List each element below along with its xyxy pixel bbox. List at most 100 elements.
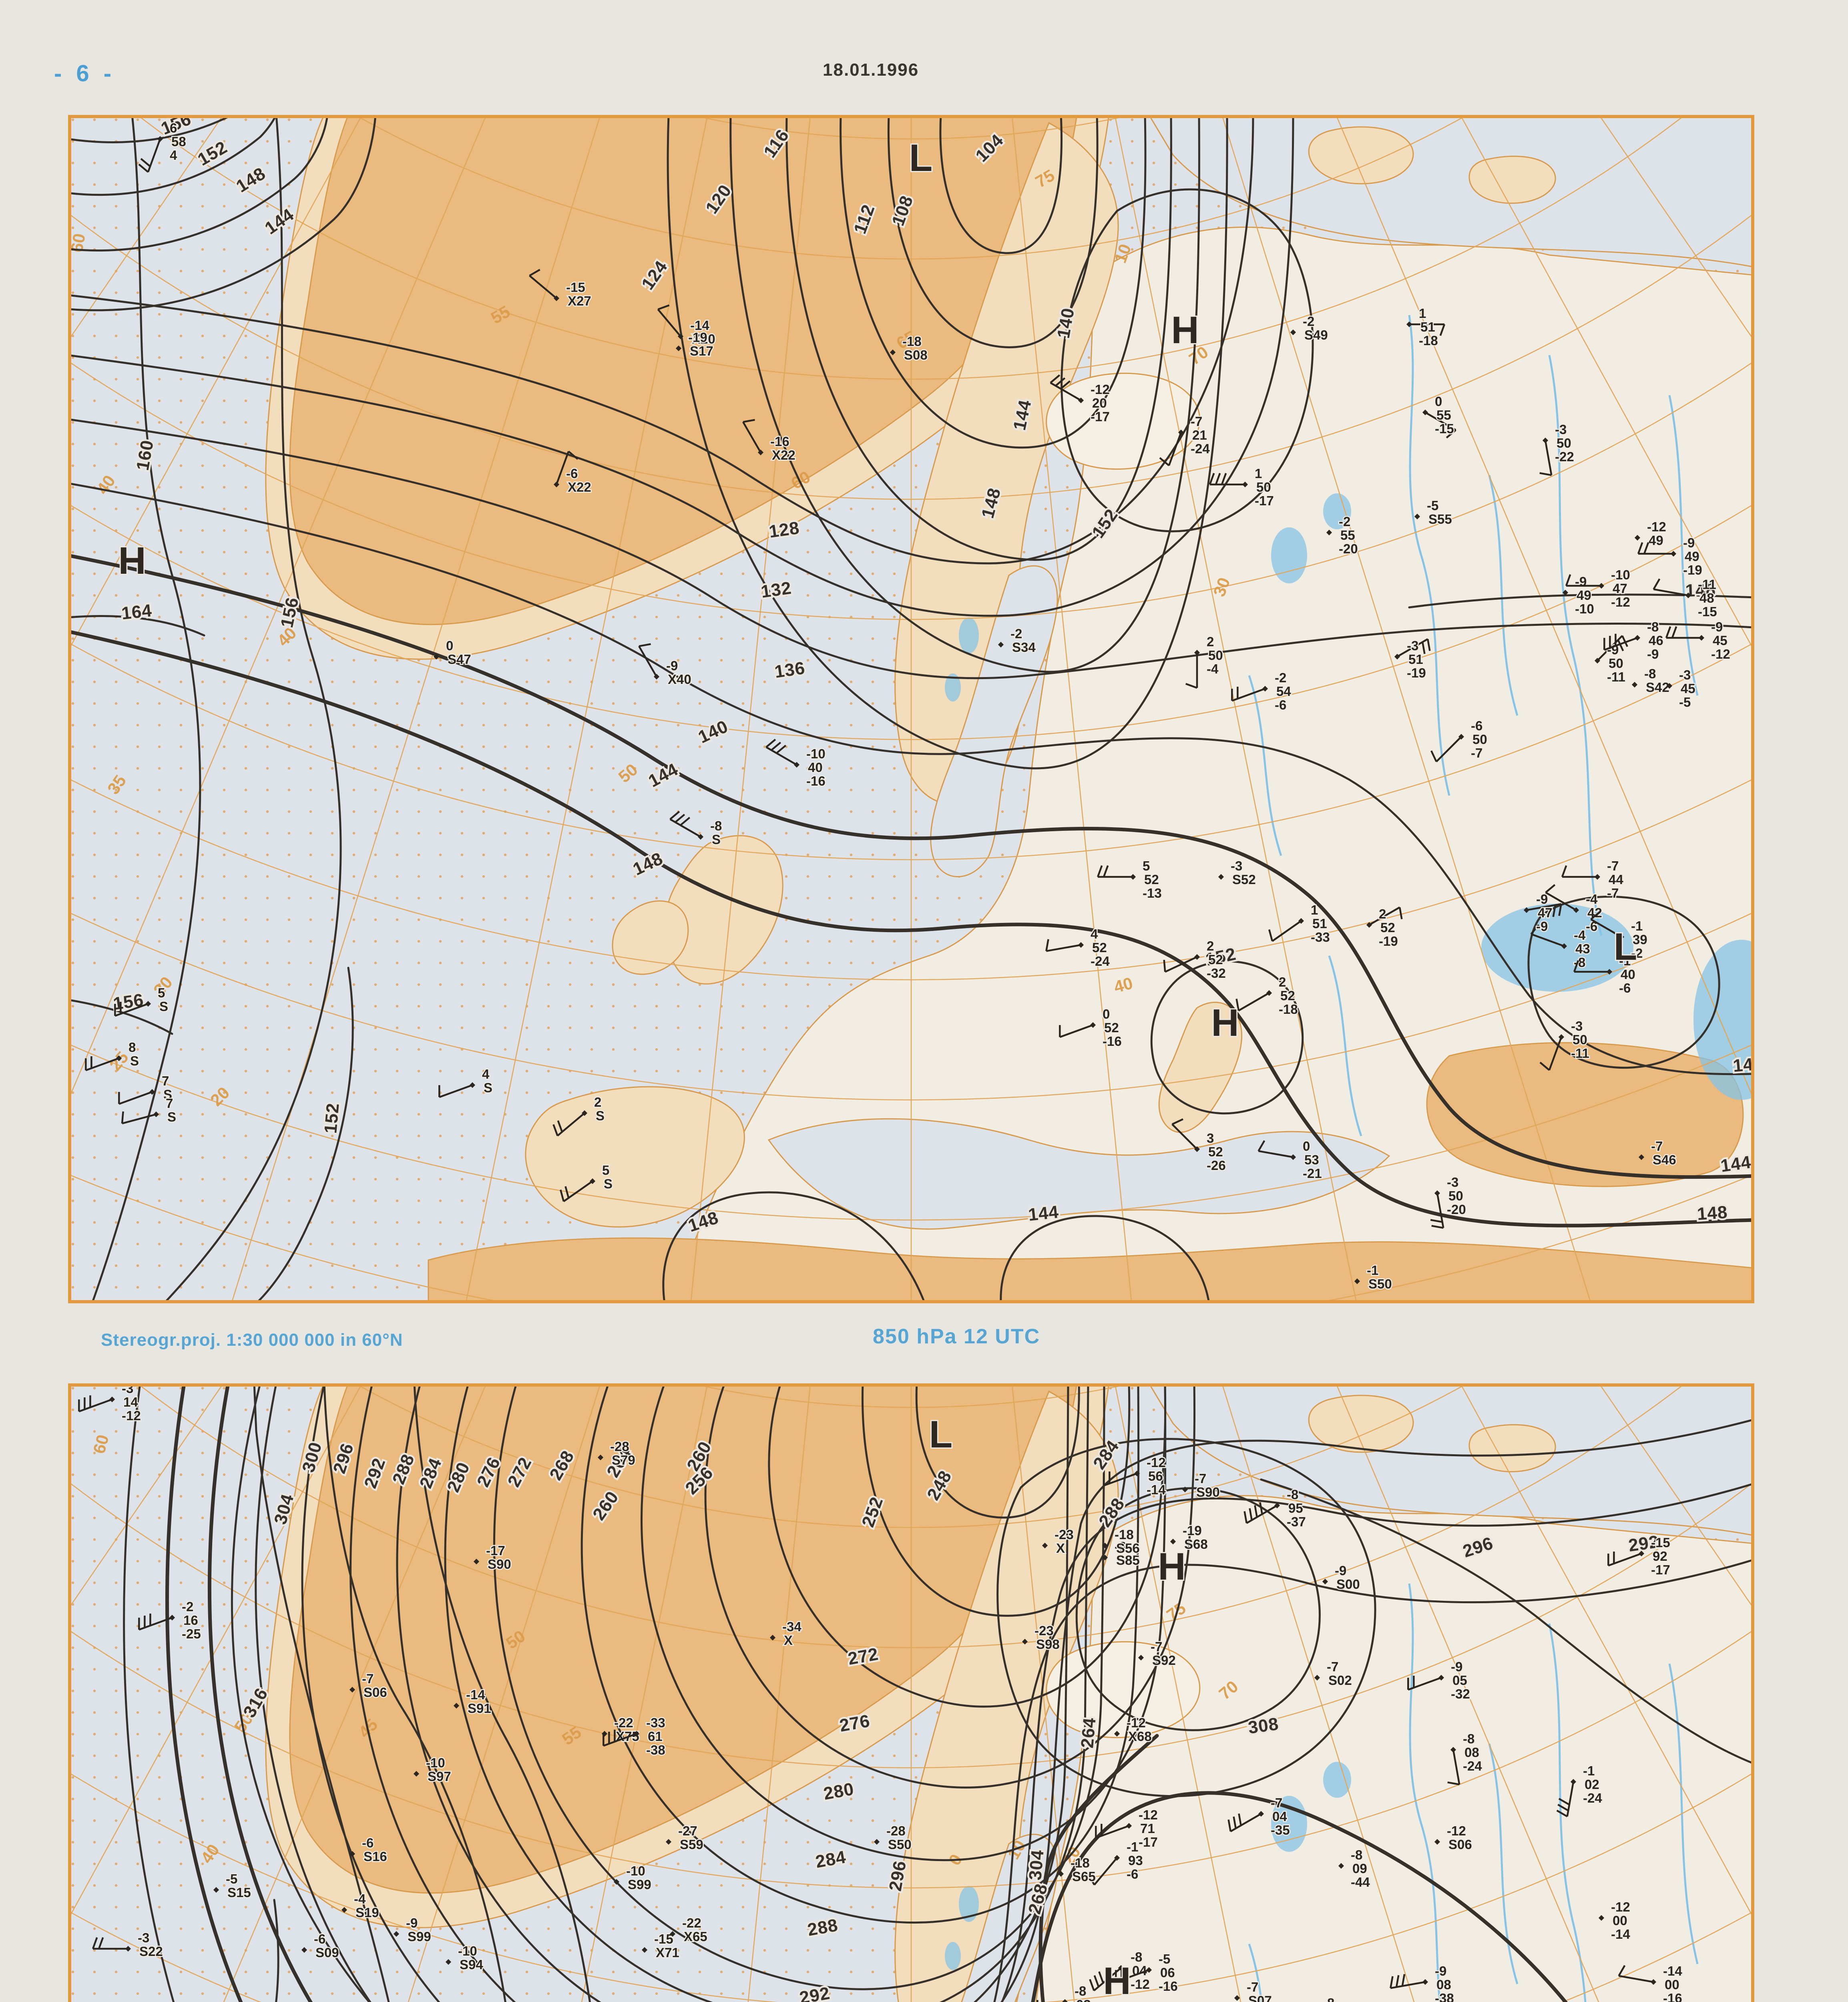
svg-text:-9: -9 <box>1647 647 1659 661</box>
svg-text:52: 52 <box>1280 988 1295 1003</box>
svg-text:47: 47 <box>1613 581 1627 596</box>
svg-text:0: 0 <box>446 638 453 653</box>
svg-text:S02: S02 <box>1328 1673 1352 1688</box>
svg-text:S59: S59 <box>680 1837 703 1852</box>
pressure-center-h: H <box>1171 309 1199 352</box>
svg-text:S00: S00 <box>1336 1577 1360 1592</box>
svg-text:2: 2 <box>1279 975 1286 989</box>
station-plot: -8S <box>669 810 723 848</box>
station-plot: 150-17 <box>1209 465 1275 509</box>
svg-text:00: 00 <box>1613 1913 1627 1928</box>
svg-text:-6: -6 <box>1115 1539 1126 1554</box>
svg-text:-38: -38 <box>646 1743 665 1757</box>
station-plot: -255-20 <box>1326 513 1359 557</box>
svg-text:X: X <box>1056 1541 1065 1556</box>
svg-text:-19: -19 <box>1683 563 1702 577</box>
svg-text:04: 04 <box>1272 1809 1287 1824</box>
svg-text:-1: -1 <box>1631 919 1643 933</box>
svg-text:-9: -9 <box>1536 892 1548 907</box>
svg-text:-8: -8 <box>1131 1950 1142 1964</box>
station-plot: 151-33 <box>1268 902 1331 946</box>
station-plot: -350-22 <box>1539 421 1575 476</box>
svg-text:-27: -27 <box>678 1823 697 1838</box>
svg-text:-8: -8 <box>1463 1731 1474 1746</box>
svg-text:-37: -37 <box>1287 1514 1306 1529</box>
svg-text:3: 3 <box>1207 1131 1214 1146</box>
svg-text:-24: -24 <box>1583 1791 1602 1805</box>
svg-text:2: 2 <box>1207 634 1214 649</box>
svg-text:S56: S56 <box>1116 1541 1140 1556</box>
svg-text:S06: S06 <box>1448 1837 1472 1852</box>
svg-text:-3: -3 <box>1231 858 1242 873</box>
svg-text:-9: -9 <box>1711 619 1723 634</box>
svg-text:52: 52 <box>1144 872 1159 887</box>
svg-text:S16: S16 <box>364 1849 387 1864</box>
svg-text:-9: -9 <box>1607 642 1619 657</box>
station-layer: 6584-15X27-14X20-16X22-6X22-9X400S47-18S… <box>85 120 1731 1292</box>
svg-text:S68: S68 <box>1184 1537 1208 1552</box>
svg-text:S34: S34 <box>1012 640 1036 655</box>
svg-text:-4: -4 <box>1207 661 1219 676</box>
station-plot: -193-6 <box>1087 1839 1144 1885</box>
svg-text:-10: -10 <box>426 1755 445 1770</box>
svg-text:-24: -24 <box>1191 441 1210 456</box>
svg-text:-1: -1 <box>1619 953 1631 968</box>
svg-text:X22: X22 <box>568 480 591 494</box>
svg-text:-28: -28 <box>610 1439 629 1454</box>
station-plot: 5S <box>114 985 169 1017</box>
pressure-center-l: L <box>1614 925 1637 968</box>
svg-text:-21: -21 <box>1303 1166 1322 1181</box>
svg-text:S: S <box>130 1053 139 1068</box>
station-plot: -23X <box>1042 1526 1075 1557</box>
svg-text:-12: -12 <box>1091 382 1110 397</box>
svg-text:S: S <box>163 1087 172 1102</box>
svg-text:-35: -35 <box>1271 1823 1290 1837</box>
station-plot: -809-44 <box>1338 1847 1371 1891</box>
svg-text:46: 46 <box>1649 633 1663 648</box>
svg-text:58: 58 <box>171 134 186 149</box>
svg-text:S91: S91 <box>468 1701 491 1716</box>
station-plot: -807-50 <box>1322 1995 1336 2002</box>
station-plot: -949-19 <box>1637 535 1703 579</box>
station-plot: -22X75 <box>601 1715 640 1745</box>
svg-text:-7: -7 <box>1195 1471 1206 1486</box>
svg-text:-7: -7 <box>1327 1659 1338 1674</box>
svg-text:-14: -14 <box>690 318 709 333</box>
svg-text:02: 02 <box>1585 1777 1599 1792</box>
svg-text:X40: X40 <box>668 672 691 687</box>
svg-text:50: 50 <box>1557 436 1571 450</box>
svg-text:-12: -12 <box>1711 647 1730 661</box>
svg-text:0: 0 <box>1435 394 1442 409</box>
pressure-center-h: H <box>1211 1001 1239 1044</box>
svg-text:-11: -11 <box>1571 1046 1589 1061</box>
svg-text:-32: -32 <box>1207 966 1226 981</box>
svg-text:-12: -12 <box>1447 1823 1466 1838</box>
svg-text:-26: -26 <box>1207 1158 1226 1173</box>
svg-text:-15: -15 <box>566 280 585 295</box>
svg-text:52: 52 <box>1208 952 1223 967</box>
svg-text:-2: -2 <box>1303 314 1314 329</box>
station-plot: 252-18 <box>1235 974 1299 1018</box>
svg-text:-9: -9 <box>1536 919 1548 934</box>
svg-text:S46: S46 <box>1653 1152 1676 1167</box>
svg-text:-16: -16 <box>1103 1034 1122 1049</box>
svg-text:-2: -2 <box>1339 514 1350 529</box>
svg-text:43: 43 <box>1575 941 1590 956</box>
map-850hpa: 7570656060555040404035303025201010410811… <box>68 115 1754 1303</box>
svg-text:-18: -18 <box>1115 1527 1134 1542</box>
station-plot: 2S <box>552 1094 606 1137</box>
svg-text:53: 53 <box>1304 1152 1319 1167</box>
svg-text:50: 50 <box>1609 656 1623 671</box>
svg-text:-8: -8 <box>1644 666 1656 681</box>
svg-text:-3: -3 <box>1571 1019 1583 1033</box>
